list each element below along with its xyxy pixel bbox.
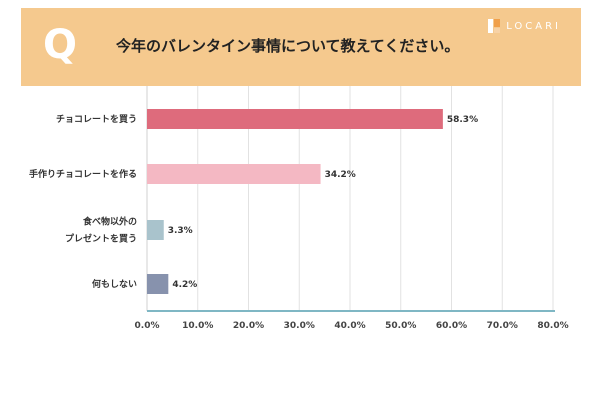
tick-label: 30.0%: [284, 321, 315, 331]
category-label: 手作りチョコレートを作る: [29, 168, 137, 180]
question-title: 今年のバレンタイン事情について教えてください。: [116, 37, 460, 55]
category-label: プレゼントを買う: [65, 233, 137, 245]
tick-label: 70.0%: [487, 321, 518, 331]
tick-label: 80.0%: [537, 321, 568, 331]
tick-label: 0.0%: [135, 321, 160, 331]
bar-chart: チョコレートを買う 58.3% 手作りチョコレートを作る 34.2% 食べ物以外のプレゼ…: [29, 86, 569, 331]
brand-name: LOCARI: [506, 20, 561, 32]
tick-label: 50.0%: [385, 321, 416, 331]
brand-logo: LOCARI: [488, 18, 561, 34]
question-header: Q 今年のバレンタイン事情について教えてください。 LOCARI: [21, 8, 581, 86]
bar: [147, 274, 169, 294]
locari-logo-icon: [488, 19, 501, 33]
bar: [147, 164, 321, 184]
tick-label: 60.0%: [436, 321, 467, 331]
value-label: 58.3%: [447, 115, 478, 125]
category-label: 食べ物以外の: [82, 216, 137, 228]
category-label: チョコレートを買う: [56, 114, 137, 125]
value-label: 34.2%: [325, 170, 356, 180]
q-badge: Q: [43, 22, 78, 68]
bar: [147, 220, 164, 240]
tick-label: 10.0%: [182, 321, 213, 331]
category-label: 何もしない: [92, 278, 137, 290]
tick-label: 40.0%: [334, 321, 365, 331]
bar: [147, 109, 443, 129]
value-label: 3.3%: [168, 226, 193, 236]
tick-label: 20.0%: [233, 321, 264, 331]
value-label: 4.2%: [172, 280, 197, 290]
